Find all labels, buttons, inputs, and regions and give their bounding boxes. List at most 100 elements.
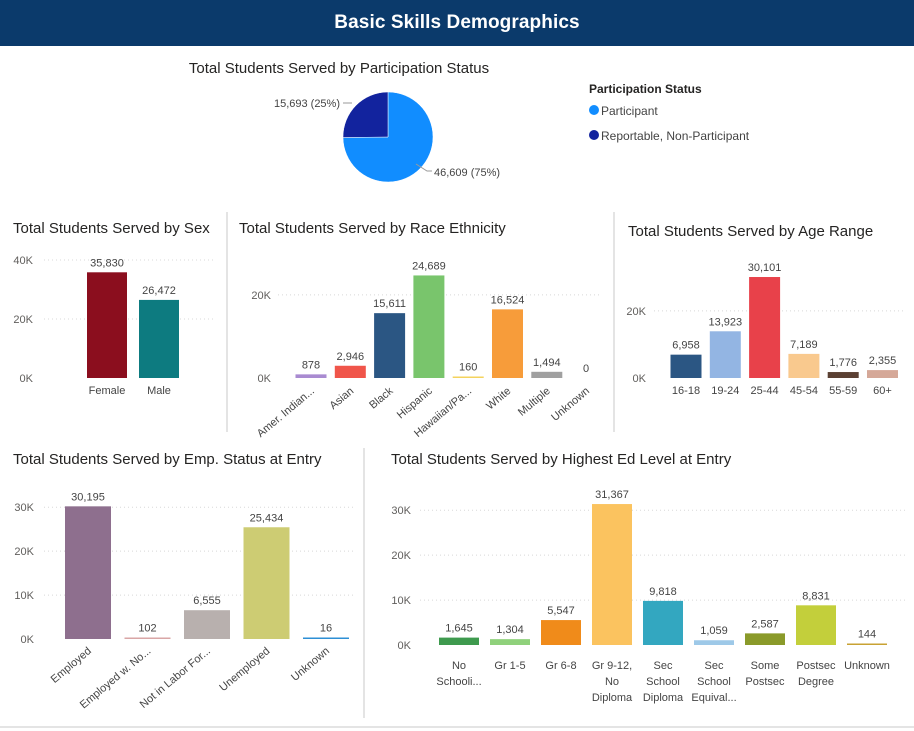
x-tick-label: 45-54 bbox=[790, 385, 818, 397]
pie-data-label: 15,693 (25%) bbox=[274, 98, 340, 110]
chart-age: Total Students Served by Age Range 0K 20K 6… bbox=[626, 223, 905, 397]
bar bbox=[439, 637, 479, 645]
bar bbox=[694, 640, 734, 645]
y-tick-label: 0K bbox=[21, 634, 35, 646]
chart-ed: Total Students Served by Highest Ed Leve… bbox=[391, 451, 905, 704]
x-tick-label: Black bbox=[367, 385, 396, 412]
bar bbox=[295, 374, 327, 378]
y-tick-label: 40K bbox=[13, 255, 33, 267]
x-tick-label: White bbox=[484, 385, 513, 412]
data-label: 8,831 bbox=[802, 590, 830, 602]
data-label: 6,958 bbox=[672, 340, 700, 352]
legend-marker bbox=[589, 105, 599, 115]
bar bbox=[490, 639, 530, 645]
y-tick-label: 10K bbox=[391, 595, 411, 607]
bar bbox=[531, 371, 563, 378]
data-label: 15,611 bbox=[373, 298, 406, 310]
x-tick-label: Gr 6-8 bbox=[545, 660, 576, 672]
x-tick-label: School bbox=[646, 676, 680, 688]
y-tick-label: 30K bbox=[391, 505, 411, 517]
x-tick-label: 16-18 bbox=[672, 385, 700, 397]
chart-participation: Total Students Served by Participation S… bbox=[189, 60, 750, 183]
bar bbox=[745, 633, 785, 645]
chart-race: Total Students Served by Race Ethnicity 0… bbox=[239, 220, 600, 440]
bar bbox=[541, 620, 581, 645]
data-label: 24,689 bbox=[412, 260, 446, 272]
y-tick-label: 20K bbox=[13, 314, 33, 326]
data-label: 16 bbox=[320, 623, 332, 635]
bar bbox=[87, 272, 127, 378]
legend-marker bbox=[589, 130, 599, 140]
x-tick-label: Equival... bbox=[691, 692, 736, 704]
bar bbox=[124, 637, 171, 639]
bar bbox=[65, 506, 111, 639]
x-tick-label: Postsec bbox=[796, 660, 836, 672]
data-label: 2,946 bbox=[337, 351, 365, 363]
x-tick-label: Asian bbox=[327, 385, 356, 412]
bar bbox=[303, 637, 349, 639]
pie-leader-line bbox=[415, 163, 432, 172]
data-label: 16,524 bbox=[491, 294, 525, 306]
x-tick-label: 19-24 bbox=[711, 385, 739, 397]
bar bbox=[374, 313, 406, 378]
x-tick-label: Amer. Indian... bbox=[255, 385, 317, 440]
dashboard-title: Basic Skills Demographics bbox=[334, 12, 580, 33]
bar bbox=[670, 354, 702, 378]
pie-data-label: 46,609 (75%) bbox=[434, 167, 500, 179]
y-tick-label: 0K bbox=[258, 373, 272, 385]
y-tick-label: 0K bbox=[20, 373, 34, 385]
data-label: 144 bbox=[858, 629, 876, 641]
x-tick-label: Diploma bbox=[592, 692, 633, 704]
x-tick-label: Male bbox=[147, 385, 171, 397]
x-tick-label: Gr 1-5 bbox=[494, 660, 525, 672]
x-tick-label: Multiple bbox=[516, 385, 553, 419]
legend-title: Participation Status bbox=[589, 82, 702, 96]
chart-title: Total Students Served by Age Range bbox=[628, 223, 873, 240]
legend-entry: Reportable, Non-Participant bbox=[601, 129, 750, 143]
bar bbox=[243, 527, 290, 639]
data-label: 5,547 bbox=[547, 605, 575, 617]
x-tick-label: Sec bbox=[654, 660, 673, 672]
chart-title: Total Students Served by Race Ethnicity bbox=[239, 220, 506, 237]
x-tick-label: Unknown bbox=[289, 645, 332, 684]
bar bbox=[643, 600, 683, 645]
x-tick-label: Unknown bbox=[549, 385, 592, 424]
chart-title: Total Students Served by Emp. Status at … bbox=[13, 451, 322, 468]
data-label: 2,355 bbox=[869, 355, 897, 367]
data-label: 2,587 bbox=[751, 618, 779, 630]
data-label: 6,555 bbox=[193, 595, 221, 607]
x-tick-label: School bbox=[697, 676, 731, 688]
chart-title: Total Students Served by Participation S… bbox=[189, 60, 489, 77]
x-tick-label: Degree bbox=[798, 676, 834, 688]
x-tick-label: Female bbox=[89, 385, 126, 397]
pie-slice bbox=[342, 91, 434, 183]
bar bbox=[788, 353, 820, 378]
data-label: 30,195 bbox=[71, 491, 105, 503]
y-tick-label: 20K bbox=[391, 550, 411, 562]
data-label: 1,645 bbox=[445, 623, 473, 635]
bar bbox=[796, 605, 836, 645]
data-label: 1,494 bbox=[533, 357, 561, 369]
x-tick-label: No bbox=[452, 660, 466, 672]
data-label: 102 bbox=[138, 623, 156, 635]
chart-sex: Total Students Served by Sex 0K 20K 40K 35,8… bbox=[13, 220, 215, 397]
data-label: 0 bbox=[583, 363, 589, 375]
x-tick-label: Postsec bbox=[745, 676, 785, 688]
y-tick-label: 20K bbox=[251, 290, 271, 302]
y-tick-label: 0K bbox=[633, 373, 647, 385]
data-label: 26,472 bbox=[142, 285, 176, 297]
bar bbox=[413, 275, 445, 378]
x-tick-label: Gr 9-12, bbox=[592, 660, 632, 672]
y-tick-label: 20K bbox=[14, 546, 34, 558]
bar bbox=[749, 277, 781, 378]
dashboard-header: Basic Skills Demographics bbox=[0, 0, 914, 46]
x-tick-label: Employed bbox=[49, 645, 94, 686]
bar bbox=[184, 610, 230, 639]
x-tick-label: Sec bbox=[705, 660, 724, 672]
y-tick-label: 10K bbox=[14, 590, 34, 602]
x-tick-label: 25-44 bbox=[751, 385, 779, 397]
data-label: 30,101 bbox=[748, 262, 782, 274]
y-tick-label: 30K bbox=[14, 502, 34, 514]
bar bbox=[847, 643, 887, 645]
